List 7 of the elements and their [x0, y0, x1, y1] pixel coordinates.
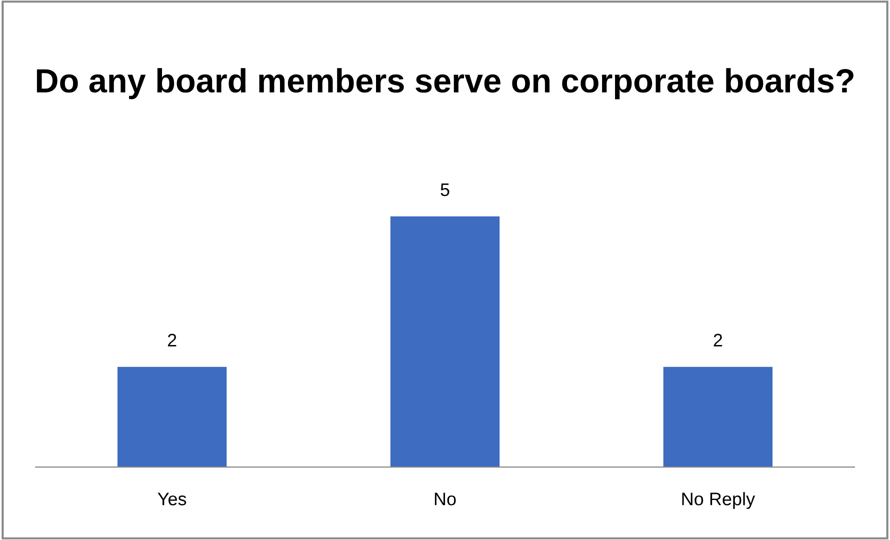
data-label: 2 — [168, 334, 176, 346]
x-tick-label: Yes — [158, 492, 186, 506]
data-label: 5 — [440, 184, 450, 196]
data-label: 2 — [714, 334, 722, 346]
chart-title: Do any board members serve on corporate boards? — [36, 68, 854, 100]
x-tick-label: No — [434, 492, 456, 506]
x-tick-label: No Reply — [682, 492, 756, 509]
